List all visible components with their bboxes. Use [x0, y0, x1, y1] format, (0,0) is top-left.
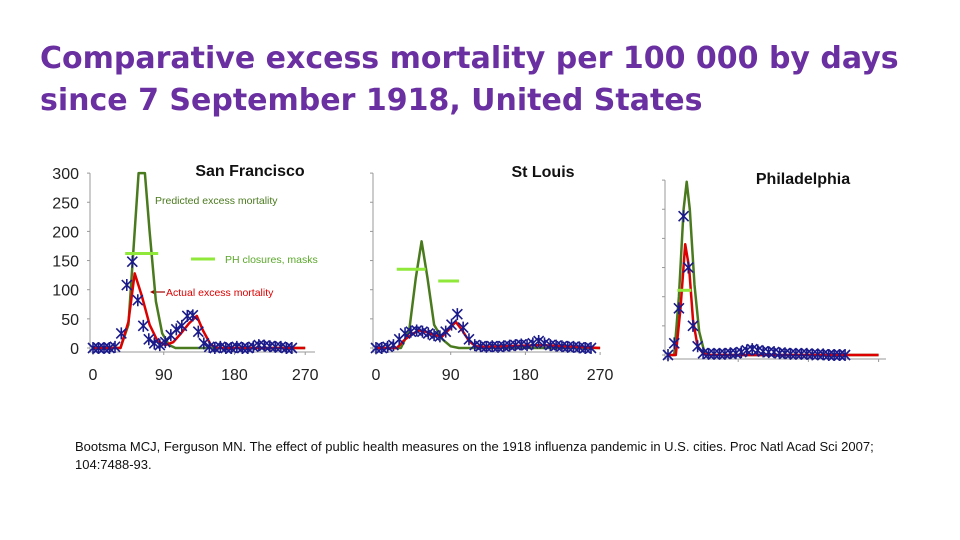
- observed-point: [795, 347, 807, 360]
- observed-point: [269, 340, 281, 353]
- observed-point: [126, 255, 138, 268]
- x-tick-label: 0: [89, 367, 98, 384]
- observed-point: [763, 346, 775, 359]
- y-tick-label: 250: [52, 195, 79, 212]
- observed-point: [708, 347, 720, 360]
- observed-point: [839, 349, 851, 361]
- observed-point: [673, 302, 685, 315]
- annotation-predicted: Predicted excess mortality: [155, 195, 278, 207]
- observed-point: [115, 327, 127, 340]
- actual-line: [93, 272, 306, 350]
- observed-point: [258, 339, 270, 352]
- observed-point: [692, 340, 704, 353]
- chart-title-phl: Philadelphia: [756, 171, 850, 188]
- observed-point: [198, 337, 210, 350]
- observed-point: [440, 325, 452, 338]
- observed-point: [187, 309, 199, 322]
- observed-point: [585, 342, 597, 354]
- observed-point: [790, 347, 802, 360]
- x-tick-label: 270: [587, 367, 614, 384]
- chart-title-sf: San Francisco: [195, 163, 305, 180]
- observed-point: [724, 347, 736, 360]
- y-tick-label: 100: [52, 283, 79, 300]
- x-tick-label: 270: [292, 367, 319, 384]
- x-tick-label: 180: [221, 367, 248, 384]
- observed-point: [154, 339, 166, 352]
- observed-point: [137, 319, 149, 332]
- observed-point: [87, 342, 99, 354]
- predicted-line: [668, 180, 879, 357]
- actual-line: [668, 242, 879, 357]
- x-tick-label: 180: [512, 367, 539, 384]
- y-tick-label: 150: [52, 254, 79, 271]
- observed-point: [806, 348, 818, 361]
- y-tick-label: 50: [61, 312, 79, 329]
- observed-point: [170, 323, 182, 336]
- observed-point: [236, 342, 248, 354]
- y-tick-label: 0: [70, 341, 79, 358]
- annotation-actual: Actual excess mortality: [166, 287, 274, 299]
- x-tick-label: 90: [155, 367, 173, 384]
- observed-point: [159, 336, 171, 349]
- observed-point: [132, 294, 144, 307]
- chart-title-stl: St Louis: [511, 164, 574, 181]
- observed-point: [280, 342, 292, 354]
- observed-point: [264, 340, 276, 353]
- observed-point: [192, 325, 204, 338]
- observed-point: [220, 342, 232, 354]
- observed-point: [687, 319, 699, 332]
- observed-point: [779, 347, 791, 360]
- observed-point: [98, 342, 110, 354]
- observed-point: [457, 321, 469, 334]
- observed-point: [527, 337, 539, 350]
- observed-point: [713, 347, 726, 360]
- x-tick-label: 0: [372, 367, 381, 384]
- y-tick-label: 300: [52, 166, 79, 183]
- observed-point: [109, 340, 121, 353]
- observed-point: [121, 279, 133, 292]
- observed-point: [678, 210, 690, 223]
- observed-point: [773, 347, 786, 360]
- slide-title: Comparative excess mortality per 100 000…: [40, 41, 899, 118]
- y-tick-label: 200: [52, 224, 79, 241]
- observed-point: [662, 349, 674, 361]
- observed-point: [445, 318, 458, 331]
- observed-point: [176, 319, 188, 332]
- observed-point: [784, 347, 797, 360]
- citation: Bootsma MCJ, Ferguson MN. The effect of …: [75, 439, 874, 472]
- observed-point: [286, 342, 298, 354]
- observed-point: [682, 261, 694, 274]
- observed-point: [181, 309, 193, 322]
- observed-point: [451, 308, 463, 321]
- observed-point: [533, 335, 545, 348]
- observed-point: [92, 342, 105, 354]
- observed-point: [834, 349, 846, 361]
- observed-point: [702, 347, 715, 360]
- observed-point: [668, 337, 680, 350]
- observed-point: [828, 349, 840, 361]
- x-tick-label: 90: [442, 367, 460, 384]
- observed-point: [143, 333, 155, 346]
- annotation-closures: PH closures, masks: [225, 254, 318, 266]
- observed-point: [434, 330, 446, 343]
- observed-point: [823, 349, 835, 361]
- observed-point: [812, 348, 824, 361]
